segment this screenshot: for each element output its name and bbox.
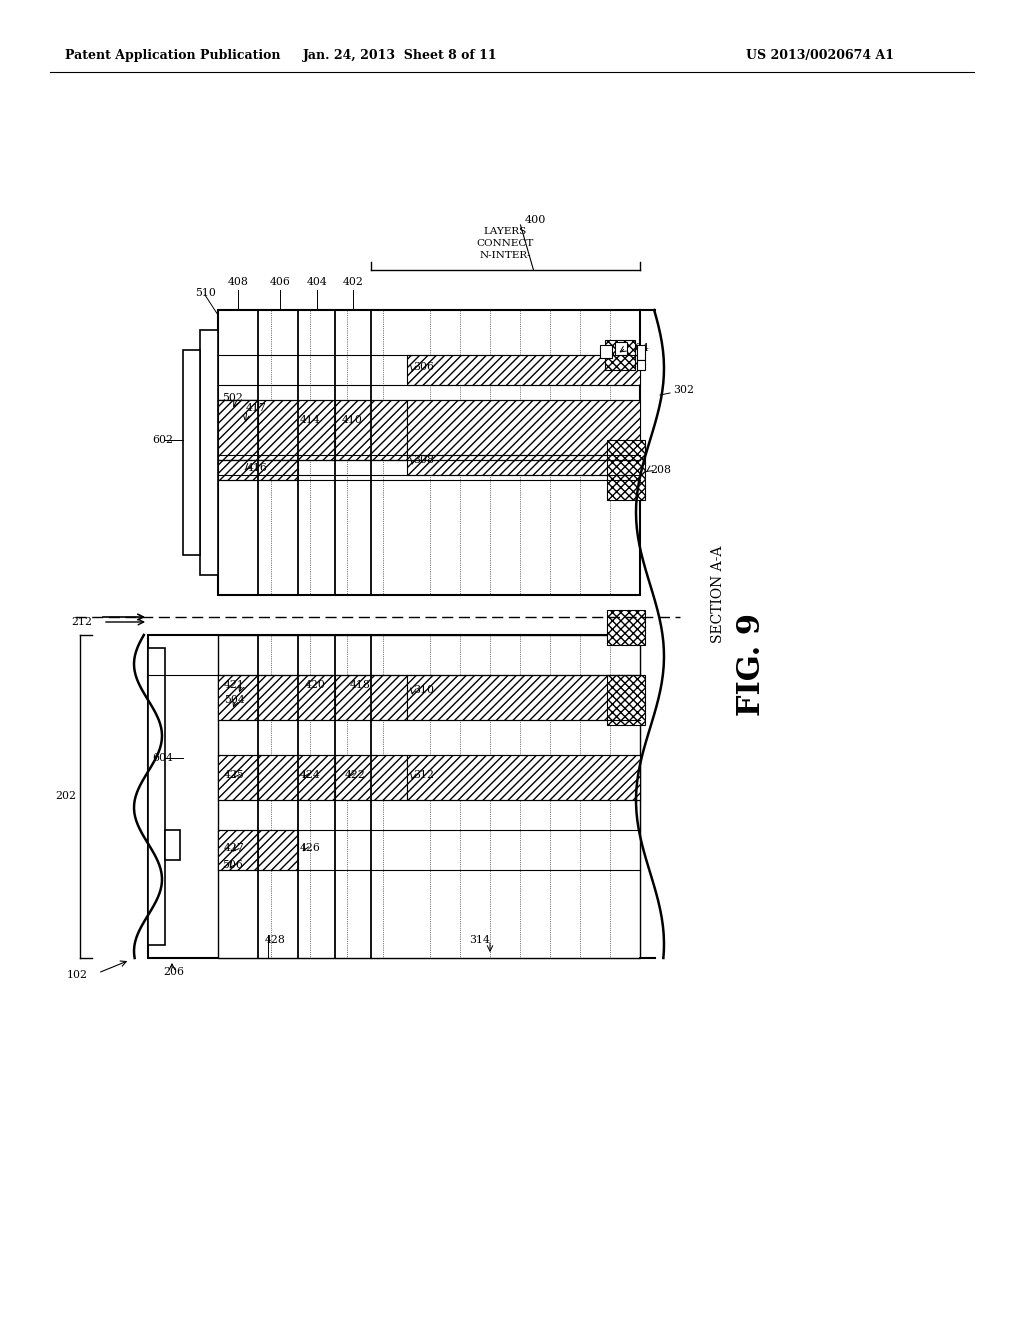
Bar [637, 345, 645, 360]
Text: 206: 206 [163, 968, 184, 977]
Bar [605, 341, 635, 370]
Bar [607, 610, 645, 645]
Text: 421: 421 [224, 680, 245, 690]
Bar [607, 675, 645, 725]
Bar [183, 350, 200, 554]
Bar [407, 400, 640, 459]
Text: 502: 502 [222, 393, 243, 403]
Text: 312: 312 [413, 770, 434, 780]
Text: 410: 410 [342, 414, 362, 425]
Bar [258, 675, 335, 719]
Text: CONNECT: CONNECT [477, 239, 535, 248]
Text: 304: 304 [628, 343, 649, 352]
Bar [148, 635, 640, 958]
Text: 406: 406 [269, 277, 291, 286]
Text: LAYERS: LAYERS [484, 227, 527, 236]
Text: 417: 417 [246, 403, 266, 413]
Bar [148, 648, 165, 945]
Bar [335, 755, 407, 800]
Bar [335, 675, 407, 719]
Text: 306: 306 [413, 362, 434, 372]
Text: 212: 212 [71, 616, 92, 627]
Text: US 2013/0020674 A1: US 2013/0020674 A1 [746, 49, 894, 62]
Text: Patent Application Publication: Patent Application Publication [65, 49, 281, 62]
Bar [218, 459, 298, 480]
Text: FIG. 9: FIG. 9 [736, 612, 768, 715]
Bar [218, 310, 640, 595]
Bar [407, 455, 640, 475]
Bar [600, 345, 612, 358]
Bar [200, 330, 218, 576]
Text: 506: 506 [222, 861, 243, 870]
Text: 408: 408 [227, 277, 249, 286]
Bar [258, 830, 298, 870]
Text: 504: 504 [224, 696, 245, 705]
Bar [218, 400, 258, 440]
Text: 418: 418 [350, 680, 371, 690]
Text: 400: 400 [525, 215, 546, 224]
Bar [615, 342, 627, 355]
Text: 426: 426 [300, 843, 321, 853]
Text: 302: 302 [673, 385, 694, 395]
Text: 414: 414 [300, 414, 321, 425]
Text: 314: 314 [470, 935, 490, 945]
Text: 424: 424 [300, 770, 321, 780]
Text: 310: 310 [413, 685, 434, 696]
Bar [407, 675, 640, 719]
Bar [218, 635, 640, 958]
Text: 422: 422 [345, 770, 366, 780]
Text: 420: 420 [305, 680, 326, 690]
Text: SECTION A-A: SECTION A-A [711, 545, 725, 643]
Bar [218, 675, 258, 719]
Bar [218, 755, 258, 800]
Bar [165, 830, 180, 861]
Bar [258, 755, 335, 800]
Text: 102: 102 [67, 970, 88, 979]
Text: 510: 510 [195, 288, 216, 298]
Text: N-INTER-: N-INTER- [479, 251, 531, 260]
Text: 202: 202 [55, 791, 76, 801]
Text: 602: 602 [152, 436, 173, 445]
Bar [407, 355, 640, 385]
Bar [637, 360, 645, 370]
Bar [335, 400, 407, 459]
Text: 428: 428 [265, 935, 286, 945]
Text: Jan. 24, 2013  Sheet 8 of 11: Jan. 24, 2013 Sheet 8 of 11 [303, 49, 498, 62]
Bar [258, 400, 335, 459]
Text: 416: 416 [247, 463, 268, 473]
Text: 308: 308 [413, 455, 434, 465]
Bar [407, 755, 640, 800]
Bar [218, 400, 258, 459]
Text: 404: 404 [306, 277, 328, 286]
Text: 425: 425 [224, 770, 245, 780]
Bar [607, 440, 645, 500]
Text: 208: 208 [650, 465, 671, 475]
Text: 604: 604 [152, 752, 173, 763]
Text: 402: 402 [343, 277, 364, 286]
Text: 427: 427 [224, 843, 245, 853]
Bar [218, 830, 258, 870]
Bar [218, 400, 258, 450]
Bar [218, 400, 258, 450]
